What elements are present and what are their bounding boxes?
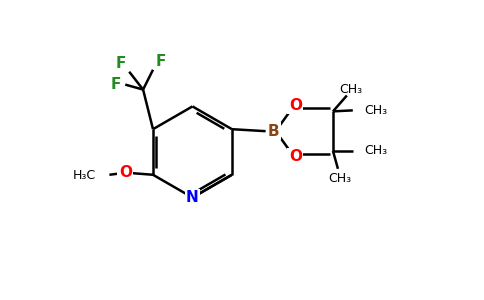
Text: H: H [86,169,95,182]
Text: CH₃: CH₃ [364,104,388,117]
Text: F: F [156,54,166,69]
Text: O: O [289,149,302,164]
Text: F: F [116,56,126,71]
Text: CH₃: CH₃ [328,172,351,185]
Text: O: O [289,98,302,113]
Text: CH₃: CH₃ [339,83,363,96]
Text: N: N [186,190,199,205]
Text: CH₃: CH₃ [364,145,388,158]
Text: B: B [268,124,279,139]
Text: F: F [110,77,121,92]
Text: H₃C: H₃C [73,169,95,182]
Text: O: O [119,165,132,180]
